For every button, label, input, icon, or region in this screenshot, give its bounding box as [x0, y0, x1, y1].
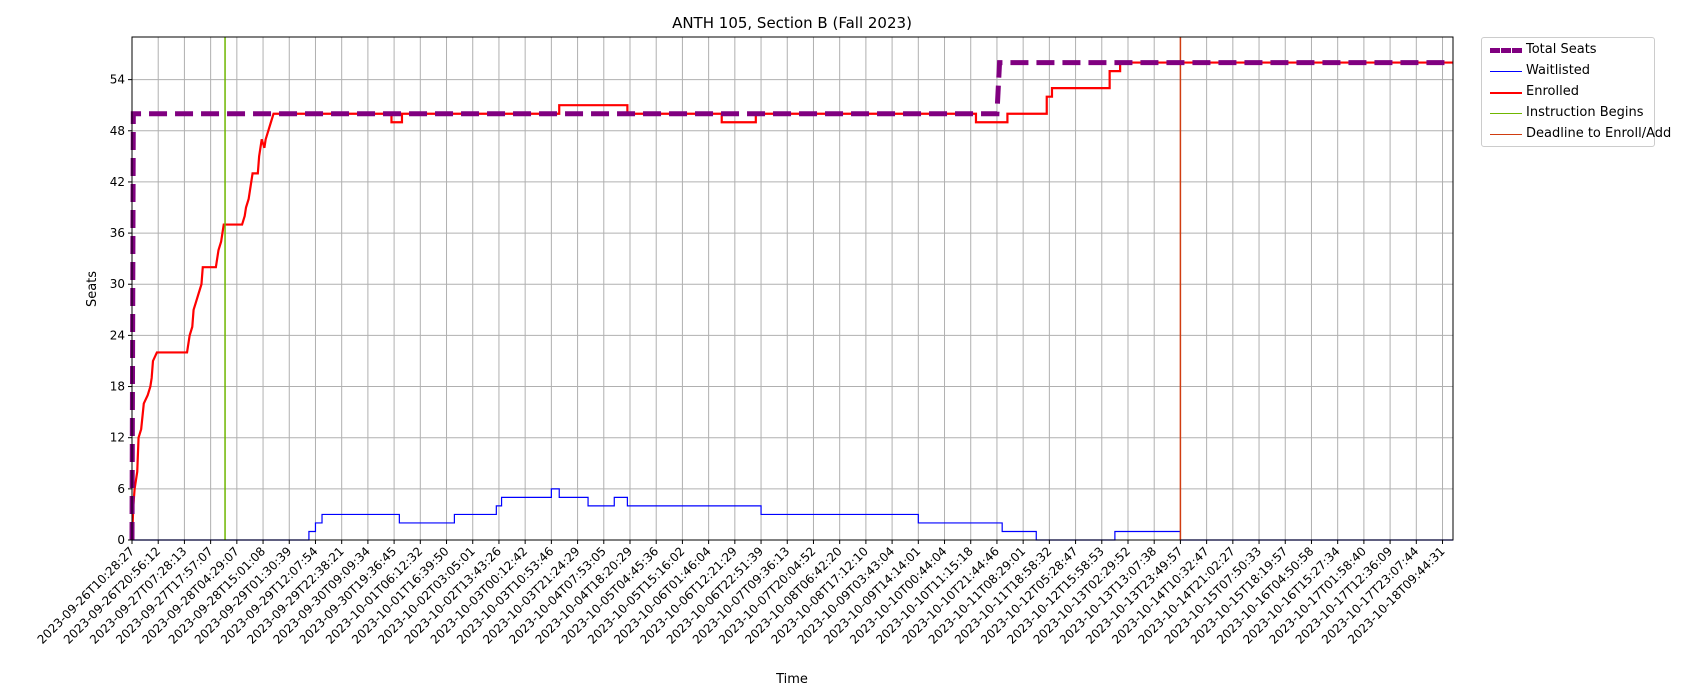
- legend-label: Total Seats: [1526, 42, 1597, 57]
- y-tick-label: 48: [110, 124, 125, 138]
- y-tick-label: 36: [110, 226, 125, 240]
- legend-item-deadline: Deadline to Enroll/Add: [1482, 124, 1671, 145]
- series-layer: [129, 37, 1453, 541]
- legend-label: Instruction Begins: [1526, 105, 1644, 120]
- y-tick-label: 30: [110, 277, 125, 291]
- y-axis-label: Seats: [85, 271, 100, 307]
- legend-item-enrolled: Enrolled: [1482, 82, 1654, 103]
- legend-item-waitlisted: Waitlisted: [1482, 61, 1654, 82]
- series-total-seats: [129, 60, 1453, 541]
- legend: Total Seats Waitlisted Enrolled Instruct…: [1481, 37, 1671, 147]
- legend-item-total-seats: Total Seats: [1482, 40, 1654, 61]
- plot-frame: [131, 36, 1454, 541]
- y-tick-label: 54: [110, 73, 125, 87]
- series-enrolled: [130, 61, 1453, 541]
- y-tick-label: 6: [117, 482, 125, 496]
- legend-label: Enrolled: [1526, 84, 1579, 99]
- y-tick-label: 0: [117, 533, 125, 547]
- legend-swatch-total-seats: [1490, 48, 1522, 53]
- legend-item-instruction-begins: Instruction Begins: [1482, 103, 1654, 124]
- legend-swatch-enrolled: [1490, 92, 1522, 94]
- legend-swatch-instruction-begins: [1490, 113, 1522, 114]
- x-axis-label: Time: [775, 672, 808, 687]
- legend-label: Waitlisted: [1526, 63, 1591, 78]
- x-axis: 2023-09-26T10:28:272023-09-26T20:56:1220…: [35, 540, 1448, 647]
- legend-swatch-waitlisted: [1490, 71, 1522, 72]
- y-tick-label: 24: [110, 328, 125, 342]
- y-tick-label: 18: [110, 380, 125, 394]
- legend-swatch-deadline: [1490, 134, 1522, 135]
- chart-title: ANTH 105, Section B (Fall 2023): [672, 14, 912, 32]
- grid: [131, 37, 1453, 541]
- legend-label: Deadline to Enroll/Add: [1526, 126, 1672, 141]
- series-waitlisted: [132, 488, 1453, 541]
- y-axis: 0 6 12 18 24 30 36 42 48 54: [110, 73, 132, 547]
- y-tick-label: 42: [110, 175, 125, 189]
- y-tick-label: 12: [110, 431, 125, 445]
